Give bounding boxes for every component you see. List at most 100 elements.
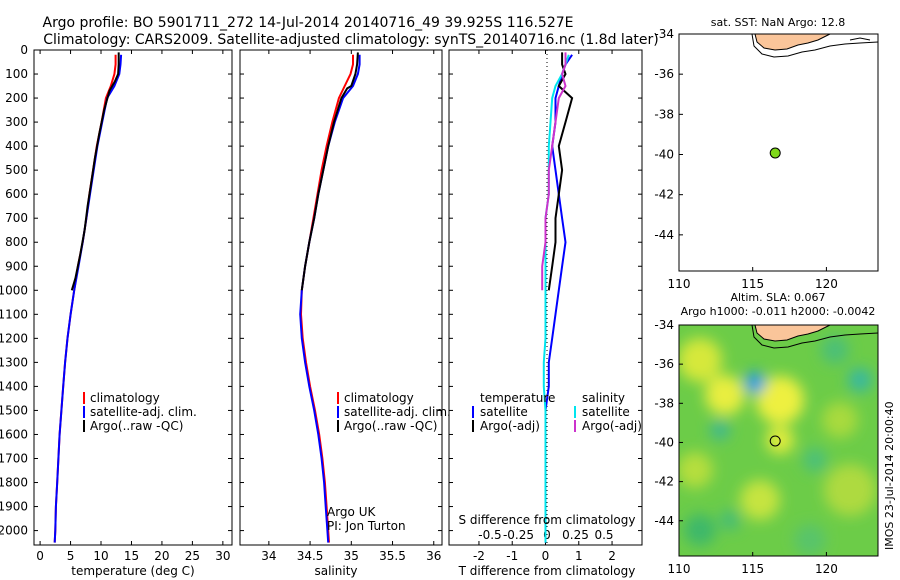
sla-field-anomalies <box>679 336 876 556</box>
lon-tick-label: 120 <box>815 562 838 576</box>
float-pi-annotation: PI: Jon Turton <box>327 519 406 533</box>
legend-label-sal-satellite: satellite <box>582 405 630 419</box>
sla-map-title-line1: Altim. SLA: 0.067 <box>730 291 825 304</box>
x-tick-label: 20 <box>154 549 169 563</box>
legend-label-satellite: satellite-adj. clim. <box>344 405 451 419</box>
temperature-x-label: temperature (deg C) <box>71 564 194 578</box>
figure-title-line2: Climatology: CARS2009. Satellite-adjuste… <box>43 32 658 48</box>
legend-label-climatology: climatology <box>90 391 160 405</box>
legend-swatch-climatology <box>337 392 339 404</box>
lat-tick-label: -34 <box>654 318 674 332</box>
depth-tick-label: 1000 <box>0 283 28 297</box>
depth-tick-label: 700 <box>5 211 28 225</box>
series-line-salinity-argo-adj- <box>541 52 567 291</box>
temperature-x-axis: 0 5 10 15 20 25 30 <box>36 50 231 563</box>
series-line-temperature-argo-adj- <box>547 52 574 291</box>
imos-timestamp: IMOS 23-Jul-2014 20:00:40 <box>883 401 896 550</box>
lat-tick-label: -36 <box>654 357 674 371</box>
x-tick-label: 30 <box>215 549 230 563</box>
depth-tick-label: 1200 <box>0 331 28 345</box>
lat-tick-label: -42 <box>654 188 674 202</box>
difference-x-axis: -2 -1 0 1 2 -0.5 -0.25 0 0.25 0.5 <box>473 50 616 563</box>
legend-label-climatology: climatology <box>344 391 414 405</box>
legend-label-satellite: satellite-adj. clim. <box>90 405 197 419</box>
sla-map-title-line2: Argo h1000: -0.011 h2000: -0.0042 <box>681 305 876 318</box>
legend-swatch-sal-satellite <box>574 406 576 418</box>
depth-tick-label: 2000 <box>0 524 28 538</box>
temperature-legend: climatology satellite-adj. clim. Argo(..… <box>83 391 197 433</box>
lat-tick-label: -40 <box>654 148 674 162</box>
salinity-x-label: salinity <box>314 564 357 578</box>
difference-series <box>541 52 574 543</box>
legend-swatch-climatology <box>83 392 85 404</box>
temperature-plot-frame <box>33 49 233 546</box>
float-owner-annotation: Argo UK <box>327 505 376 519</box>
x-tick-label: 36 <box>426 549 441 563</box>
depth-tick-label: 1800 <box>0 476 28 490</box>
s-diff-tick-label: -0.25 <box>503 528 534 542</box>
bathymetry-contour <box>751 34 878 58</box>
salinity-x-axis: 34 34.5 35 35.5 36 <box>261 50 441 563</box>
depth-tick-label: 900 <box>5 259 28 273</box>
lat-tick-label: -34 <box>654 27 674 41</box>
depth-axis: 0 100 200 300 400 500 600 700 800 900 1000 1100 1200… <box>0 43 642 538</box>
series-line-argo-raw-qc- <box>70 52 120 291</box>
depth-tick-label: 1500 <box>0 403 28 417</box>
depth-tick-label: 1400 <box>0 379 28 393</box>
depth-tick-label: 0 <box>20 43 28 57</box>
lon-tick-label: 115 <box>741 277 764 291</box>
sst-map-title: sat. SST: NaN Argo: 12.8 <box>711 16 845 29</box>
x-tick-label: 10 <box>93 549 108 563</box>
lon-tick-label: 110 <box>668 562 691 576</box>
lat-tick-label: -38 <box>654 107 674 121</box>
land-australia <box>754 325 831 342</box>
legend-swatch-temp-satellite <box>472 406 474 418</box>
x-tick-label: -2 <box>473 549 485 563</box>
s-diff-tick-label: 0.5 <box>594 528 613 542</box>
sst-map-frame <box>678 33 879 272</box>
depth-tick-label: 1600 <box>0 427 28 441</box>
sla-heatmap <box>679 325 878 556</box>
lat-tick-label: -44 <box>654 514 674 528</box>
depth-tick-label: 100 <box>5 67 28 81</box>
legend-title-salinity: salinity <box>582 391 625 405</box>
x-tick-label: 34.5 <box>297 549 324 563</box>
depth-tick-label: 400 <box>5 139 28 153</box>
x-tick-label: 0 <box>36 549 44 563</box>
salinity-series <box>299 52 361 543</box>
x-tick-label: 1 <box>575 549 583 563</box>
bathymetry-contour-fragment <box>849 37 871 41</box>
lon-tick-label: 110 <box>668 277 691 291</box>
bathymetry-contour <box>751 325 878 349</box>
sla-map-frame <box>678 324 879 557</box>
difference-x-label: T difference from climatology <box>458 564 636 578</box>
legend-swatch-satellite <box>83 406 85 418</box>
depth-tick-label: 600 <box>5 187 28 201</box>
x-tick-label: -1 <box>506 549 518 563</box>
x-tick-label: 15 <box>124 549 139 563</box>
x-tick-label: 5 <box>67 549 75 563</box>
x-tick-label: 35 <box>344 549 359 563</box>
x-tick-label: 25 <box>185 549 200 563</box>
legend-swatch-argo <box>337 420 339 432</box>
series-line-argo-raw-qc- <box>300 52 359 291</box>
difference-legend: temperature satellite Argo(-adj) salinit… <box>472 391 642 433</box>
s-diff-tick-label: 0.25 <box>562 528 589 542</box>
temperature-series <box>53 52 123 543</box>
lat-tick-label: -40 <box>654 435 674 449</box>
lon-tick-label: 120 <box>815 277 838 291</box>
sla-map-axes: 110 115 120 -34 -36 -38 -40 -42 -44 <box>654 318 837 576</box>
lat-tick-label: -42 <box>654 475 674 489</box>
x-tick-label: 0 <box>542 549 550 563</box>
salinity-difference-label: S difference from climatology <box>459 513 636 527</box>
argo-float-marker <box>769 435 781 447</box>
salinity-plot-frame <box>239 49 443 546</box>
sst-map-coast <box>751 34 878 58</box>
depth-tick-label: 1300 <box>0 355 28 369</box>
legend-label-temp-argo: Argo(-adj) <box>480 419 540 433</box>
lat-tick-label: -44 <box>654 228 674 242</box>
depth-tick-label: 800 <box>5 235 28 249</box>
depth-tick-label: 1700 <box>0 451 28 465</box>
x-tick-label: 35.5 <box>379 549 406 563</box>
legend-swatch-argo <box>83 420 85 432</box>
